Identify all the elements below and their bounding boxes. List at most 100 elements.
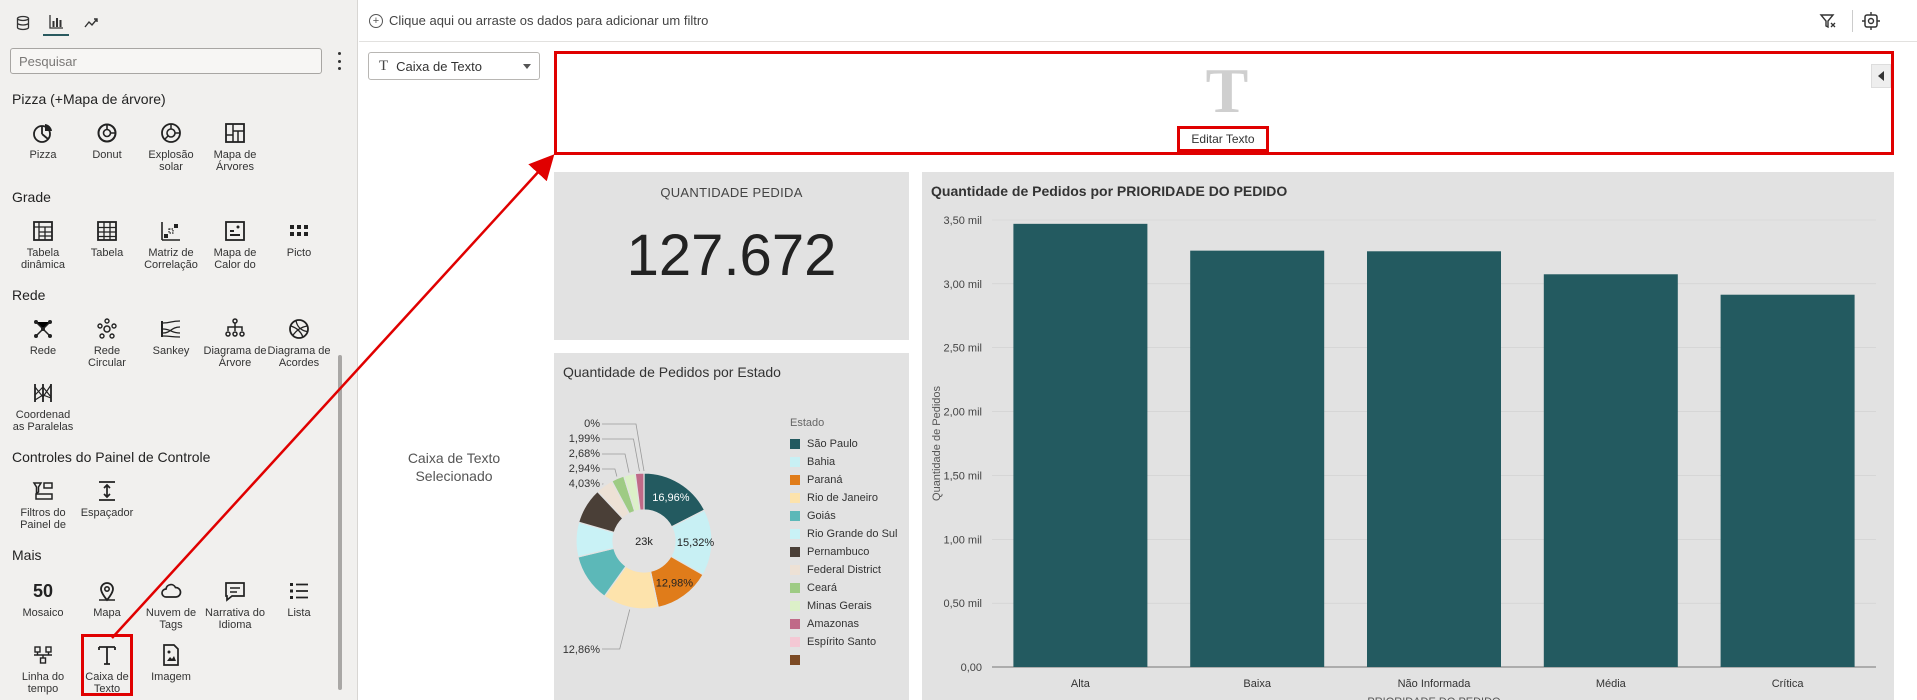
pie-inside-label: 15,32% bbox=[677, 537, 715, 549]
y-tick-label: 3,50 mil bbox=[943, 215, 982, 227]
viz-network[interactable]: Rede bbox=[11, 317, 75, 357]
panel-scrollbar[interactable] bbox=[338, 355, 342, 690]
bar[interactable] bbox=[1190, 250, 1325, 667]
legend-item[interactable]: Bahia bbox=[790, 453, 898, 471]
data-tab[interactable] bbox=[10, 10, 36, 36]
filter-settings-icon[interactable] bbox=[1819, 12, 1837, 30]
kpi-tile[interactable]: QUANTIDADE PEDIDA 127.672 bbox=[554, 172, 909, 340]
bar[interactable] bbox=[1013, 223, 1148, 667]
viz-map[interactable]: Mapa bbox=[75, 579, 139, 619]
pie-outside-label: 2,68% bbox=[569, 448, 600, 460]
database-icon bbox=[16, 15, 30, 31]
viz-timeline[interactable]: Linha do tempo bbox=[11, 643, 75, 695]
viz-sankey[interactable]: Sankey bbox=[139, 317, 203, 357]
bar[interactable] bbox=[1543, 274, 1678, 667]
bar-chart-card[interactable]: Quantidade de Pedidos por PRIORIDADE DO … bbox=[922, 172, 1894, 700]
bar-chart[interactable]: 0,00 0,50 mil 1,00 mil 1,50 mil 2,00 mil 2,50… bbox=[922, 172, 1894, 700]
x-tick-label: Crítica bbox=[1772, 678, 1805, 690]
search-input[interactable] bbox=[10, 48, 322, 74]
legend-item[interactable]: Ceará bbox=[790, 579, 898, 597]
legend-label: Ceará bbox=[807, 582, 837, 594]
filter-bar-settings-icon[interactable] bbox=[1861, 11, 1881, 31]
viz-type-select[interactable]: T Caixa de Texto bbox=[368, 52, 540, 80]
viz-language-narrative[interactable]: Narrativa do Idioma bbox=[203, 579, 267, 631]
legend-item[interactable]: Rio Grande do Sul bbox=[790, 525, 898, 543]
viz-chord-diagram[interactable]: Diagrama de Acordes bbox=[267, 317, 331, 369]
sunburst-icon bbox=[161, 123, 181, 143]
filter-bar[interactable]: + Clique aqui ou arraste os dados para a… bbox=[359, 0, 1917, 42]
pie-slice[interactable] bbox=[634, 472, 645, 511]
viz-parallel-coordinates[interactable]: Coordenad as Paralelas bbox=[11, 381, 75, 433]
pie-leader-line bbox=[602, 468, 618, 477]
viz-spacer[interactable]: Espaçador bbox=[75, 479, 139, 519]
legend-item[interactable] bbox=[790, 651, 898, 669]
tree-diagram-icon bbox=[225, 318, 245, 337]
viz-tile[interactable]: 50 Mosaico bbox=[22, 581, 64, 619]
legend-title: Estado bbox=[790, 417, 825, 429]
viz-dashboard-filters[interactable]: Filtros do Painel de bbox=[11, 479, 75, 531]
viz-correlation-matrix[interactable]: Matriz de Correlação bbox=[139, 219, 203, 271]
pie-inside-label: 16,96% bbox=[652, 492, 690, 504]
network-icon bbox=[34, 320, 52, 338]
pivot-table-icon bbox=[33, 221, 53, 241]
legend-item[interactable]: Pernambuco bbox=[790, 543, 898, 561]
x-tick-label: Baixa bbox=[1243, 678, 1271, 690]
pie-legend: Estado São Paulo Bahia Paraná Rio de Janeir… bbox=[790, 417, 898, 669]
collapse-panel-button[interactable] bbox=[1871, 64, 1891, 88]
viz-treemap[interactable]: Mapa de Árvores bbox=[203, 121, 267, 173]
more-options-icon[interactable] bbox=[334, 52, 344, 70]
viz-table[interactable]: Tabela bbox=[75, 219, 139, 259]
viz-image[interactable]: Imagem bbox=[139, 643, 203, 683]
legend-item[interactable]: Paraná bbox=[790, 471, 898, 489]
viz-pie[interactable]: Pizza bbox=[11, 121, 75, 161]
heatmap-icon bbox=[225, 221, 245, 241]
viz-pivot-table[interactable]: Tabela dinâmica bbox=[11, 219, 75, 271]
legend-item[interactable]: Amazonas bbox=[790, 615, 898, 633]
viz-sunburst[interactable]: Explosão solar bbox=[139, 121, 203, 173]
legend-item[interactable]: Minas Gerais bbox=[790, 597, 898, 615]
group-title-dashboard-controls: Controles do Painel de Controle bbox=[12, 449, 211, 465]
viz-list[interactable]: Lista bbox=[267, 579, 331, 619]
y-tick-label: 2,00 mil bbox=[943, 407, 982, 419]
panel-tabs bbox=[0, 0, 357, 40]
viz-text-box[interactable]: Caixa de Texto bbox=[75, 643, 139, 695]
x-axis-label: PRIORIDADE DO PEDIDO bbox=[1367, 696, 1501, 700]
viz-pictogram[interactable]: Picto bbox=[267, 219, 331, 259]
legend-item[interactable]: Espírito Santo bbox=[790, 633, 898, 651]
add-filter-area[interactable]: + Clique aqui ou arraste os dados para a… bbox=[369, 13, 708, 28]
pie-chart[interactable]: 23k 16,96% 15,32% 12,98% 0% 1,99% 2,68% 2,94% 4,… bbox=[554, 383, 790, 700]
legend-item[interactable]: São Paulo bbox=[790, 435, 898, 453]
legend-item[interactable]: Rio de Janeiro bbox=[790, 489, 898, 507]
map-pin-icon bbox=[99, 582, 115, 602]
legend-label: Espírito Santo bbox=[807, 636, 877, 648]
parallel-coordinates-icon bbox=[34, 384, 52, 402]
viz-circular-network[interactable]: Rede Circular bbox=[75, 317, 139, 369]
correlation-matrix-icon bbox=[161, 222, 180, 241]
tag-cloud-icon bbox=[161, 583, 182, 598]
pie-icon bbox=[33, 124, 52, 143]
y-axis-label: Quantidade de Pedidos bbox=[931, 386, 943, 501]
add-filter-icon: + bbox=[369, 13, 383, 28]
text-box-viz[interactable]: T Editar Texto bbox=[554, 51, 1894, 155]
viz-heatmap[interactable]: Mapa de Calor do bbox=[203, 219, 267, 271]
visualizations-tab[interactable] bbox=[43, 10, 69, 36]
pie-chart-card[interactable]: Quantidade de Pedidos por Estado 23k 16,9… bbox=[554, 353, 909, 700]
legend-label: Pernambuco bbox=[807, 546, 870, 558]
analytics-tab[interactable] bbox=[78, 10, 104, 36]
group-title-network: Rede bbox=[12, 287, 46, 303]
text-placeholder-icon: T bbox=[1205, 55, 1249, 126]
bar[interactable] bbox=[1367, 251, 1501, 667]
edit-text-button[interactable]: Editar Texto bbox=[1177, 126, 1269, 152]
legend-item[interactable]: Goiás bbox=[790, 507, 898, 525]
viz-tree-diagram[interactable]: Diagrama de Árvore bbox=[203, 317, 267, 369]
legend-label: Bahia bbox=[807, 456, 836, 468]
spacer-icon bbox=[99, 481, 115, 501]
pie-leader-line bbox=[602, 609, 631, 650]
viz-tag-cloud[interactable]: Nuvem de Tags bbox=[139, 579, 203, 631]
viz-donut[interactable]: Donut bbox=[75, 121, 139, 161]
legend-label: Federal District bbox=[807, 564, 881, 576]
chevron-down-icon bbox=[523, 64, 531, 69]
timeline-icon bbox=[34, 646, 52, 664]
bar[interactable] bbox=[1720, 294, 1855, 667]
legend-item[interactable]: Federal District bbox=[790, 561, 898, 579]
